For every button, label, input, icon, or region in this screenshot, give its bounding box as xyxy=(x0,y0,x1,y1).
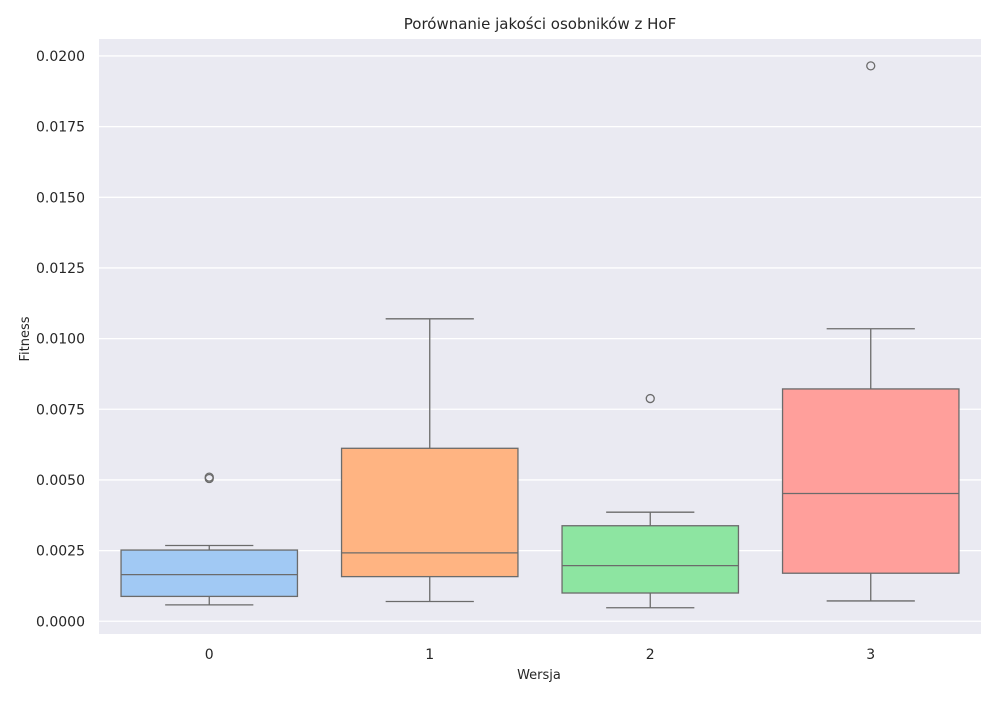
y-tick-label: 0.0025 xyxy=(36,544,85,560)
y-tick-label: 0.0125 xyxy=(36,261,85,277)
y-tick-label: 0.0100 xyxy=(36,332,85,348)
y-tick-label: 0.0000 xyxy=(36,614,85,630)
grid-lines xyxy=(99,55,981,622)
y-tick-label: 0.0175 xyxy=(36,120,85,136)
y-tick-label: 0.0075 xyxy=(36,402,85,418)
y-tick-labels: 0.0000 0.0025 0.0050 0.0075 0.0100 0.0125 0.01… xyxy=(36,49,85,630)
outlier-point xyxy=(204,472,214,482)
x-axis-label: Wersja xyxy=(517,668,561,683)
box-group-1 xyxy=(340,318,519,603)
box-group-3 xyxy=(781,61,960,602)
box-group-0 xyxy=(120,472,299,606)
x-tick-label: 2 xyxy=(646,647,655,663)
y-tick-label: 0.0200 xyxy=(36,49,85,65)
box-iqr xyxy=(340,447,519,578)
outlier-point xyxy=(645,393,655,404)
boxes xyxy=(120,61,960,609)
y-tick-label: 0.0150 xyxy=(36,190,85,206)
box-iqr xyxy=(120,549,299,598)
x-tick-labels: 0 1 2 3 xyxy=(205,647,875,663)
chart-title: Porównanie jakości osobników z HoF xyxy=(404,15,676,33)
x-tick-label: 0 xyxy=(205,647,214,663)
y-axis-label: Fitness xyxy=(18,316,33,361)
box-iqr xyxy=(561,525,740,594)
x-tick-label: 1 xyxy=(425,647,434,663)
outlier-point xyxy=(866,61,876,71)
box-iqr xyxy=(781,388,960,574)
y-tick-label: 0.0050 xyxy=(36,473,85,489)
x-tick-label: 3 xyxy=(866,647,875,663)
box-group-2 xyxy=(561,393,740,609)
